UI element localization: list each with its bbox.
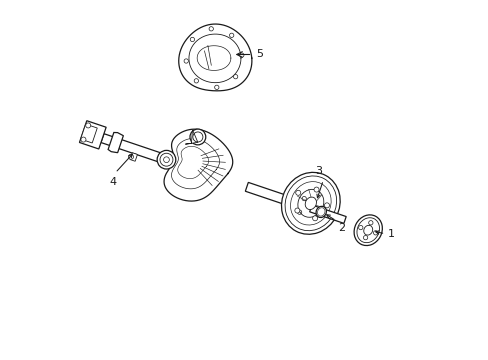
- Polygon shape: [245, 183, 304, 210]
- Ellipse shape: [363, 225, 372, 235]
- Ellipse shape: [368, 221, 372, 225]
- Ellipse shape: [281, 172, 340, 234]
- Ellipse shape: [190, 37, 194, 42]
- Text: 2: 2: [337, 223, 345, 233]
- Ellipse shape: [239, 53, 244, 57]
- Ellipse shape: [81, 137, 86, 142]
- Ellipse shape: [233, 75, 237, 79]
- Ellipse shape: [209, 27, 213, 31]
- Text: 4: 4: [110, 177, 117, 187]
- Ellipse shape: [194, 79, 198, 83]
- Ellipse shape: [363, 235, 367, 240]
- Ellipse shape: [85, 123, 91, 128]
- Ellipse shape: [373, 231, 377, 235]
- Ellipse shape: [294, 208, 299, 213]
- Ellipse shape: [353, 215, 382, 246]
- Ellipse shape: [157, 150, 175, 169]
- Polygon shape: [163, 129, 232, 201]
- Polygon shape: [309, 205, 346, 223]
- Polygon shape: [79, 121, 106, 149]
- Polygon shape: [179, 24, 251, 91]
- Ellipse shape: [163, 157, 169, 163]
- Ellipse shape: [313, 187, 318, 192]
- Ellipse shape: [183, 59, 188, 63]
- Text: 5: 5: [256, 49, 263, 59]
- Polygon shape: [108, 132, 123, 153]
- Ellipse shape: [312, 216, 317, 221]
- Ellipse shape: [297, 210, 301, 214]
- Polygon shape: [185, 130, 198, 144]
- Polygon shape: [294, 195, 311, 216]
- Text: 1: 1: [387, 229, 394, 239]
- Ellipse shape: [324, 203, 329, 208]
- Polygon shape: [101, 134, 167, 164]
- Ellipse shape: [295, 190, 300, 195]
- Ellipse shape: [315, 206, 326, 217]
- Ellipse shape: [214, 85, 219, 90]
- Ellipse shape: [305, 197, 316, 210]
- Text: 3: 3: [315, 166, 322, 176]
- Ellipse shape: [358, 225, 362, 230]
- Polygon shape: [81, 124, 97, 143]
- Ellipse shape: [128, 154, 133, 159]
- Ellipse shape: [229, 33, 233, 37]
- Polygon shape: [130, 153, 137, 161]
- Ellipse shape: [302, 197, 305, 201]
- Ellipse shape: [190, 129, 205, 145]
